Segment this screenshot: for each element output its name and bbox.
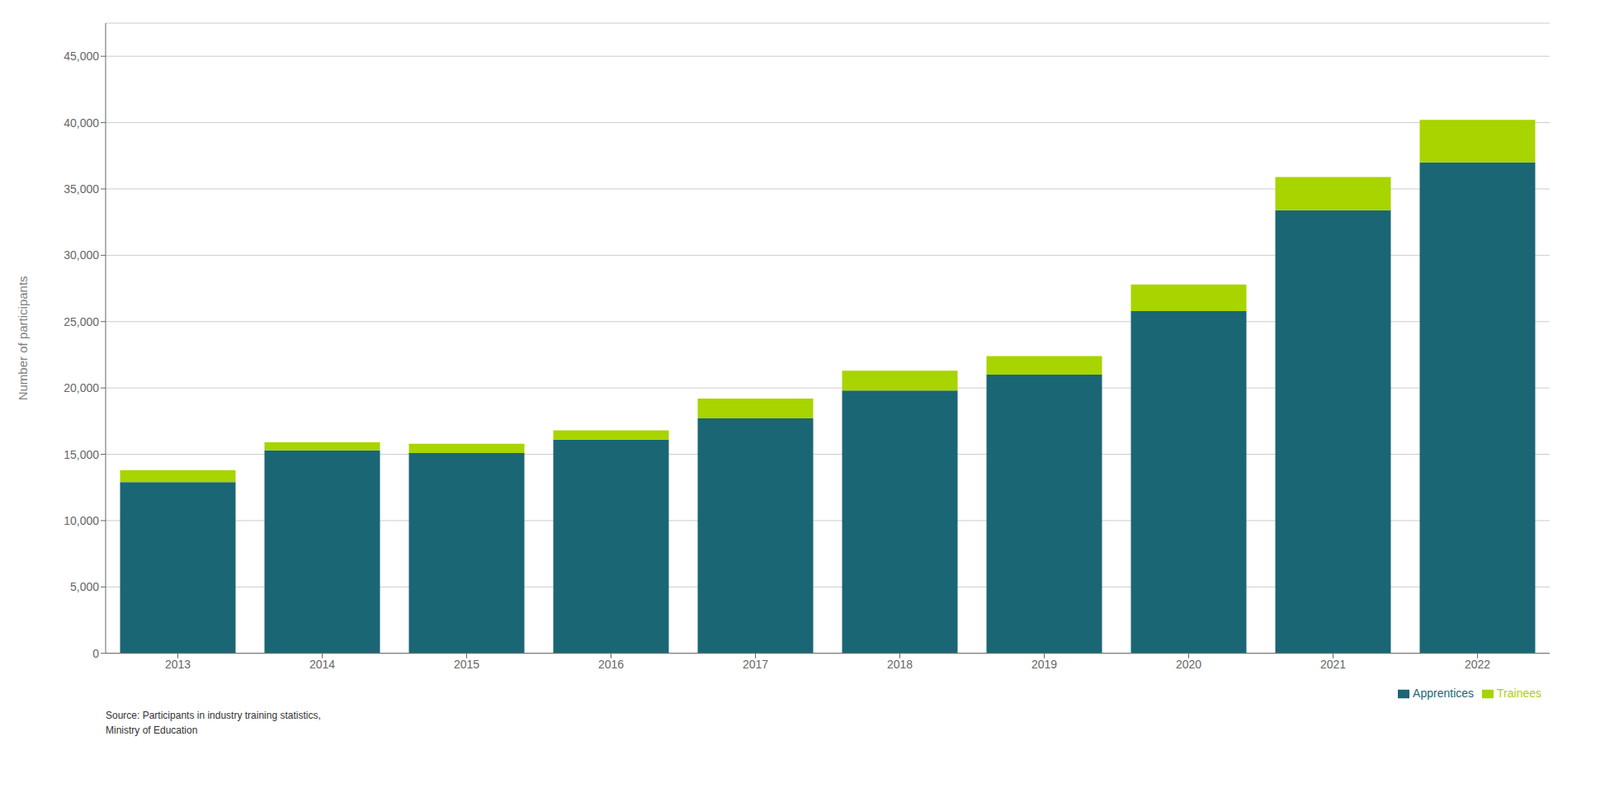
svg-text:2020: 2020 <box>1175 657 1202 671</box>
svg-text:30,000: 30,000 <box>63 248 100 262</box>
svg-text:0: 0 <box>92 646 100 661</box>
svg-text:2019: 2019 <box>1031 657 1058 671</box>
svg-text:2015: 2015 <box>453 657 480 671</box>
html-text:Ministry of Education: Ministry of Education <box>105 724 198 737</box>
svg-text:2017: 2017 <box>742 657 769 671</box>
svg-text:Number of participants: Number of participants <box>15 275 30 401</box>
svg-text:35,000: 35,000 <box>63 182 100 196</box>
svg-text:40,000: 40,000 <box>63 116 100 130</box>
svg-text:10,000: 10,000 <box>63 514 100 528</box>
svg-text:2021: 2021 <box>1320 657 1346 671</box>
svg-text:45,000: 45,000 <box>63 49 100 63</box>
svg-text:2018: 2018 <box>887 657 913 671</box>
svg-text:20,000: 20,000 <box>63 381 100 395</box>
svg-text:5,000: 5,000 <box>70 580 100 594</box>
svg-text:15,000: 15,000 <box>63 448 100 462</box>
html-text:Trainees: Trainees <box>1496 686 1542 700</box>
svg-text:2022: 2022 <box>1464 657 1491 671</box>
html-text:Source: Participants in indust: Source: Participants in industry trainin… <box>105 709 321 722</box>
svg-text:2016: 2016 <box>598 657 624 671</box>
svg-text:2014: 2014 <box>309 657 336 671</box>
svg-text:25,000: 25,000 <box>63 315 100 329</box>
html-text:Apprentices: Apprentices <box>1412 686 1474 700</box>
svg-text:2013: 2013 <box>165 657 191 671</box>
